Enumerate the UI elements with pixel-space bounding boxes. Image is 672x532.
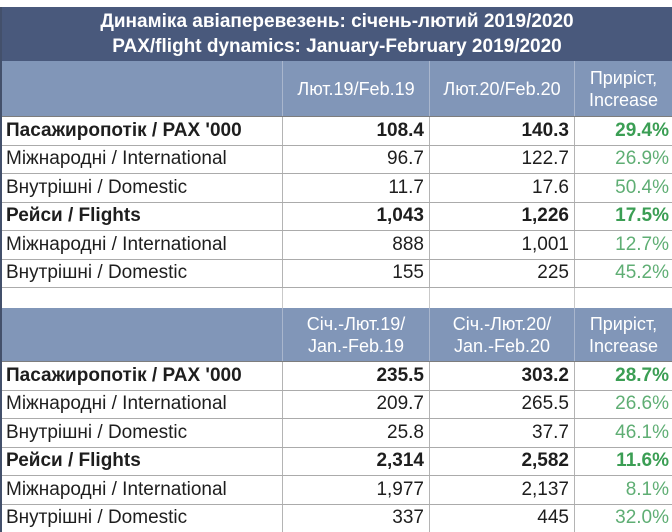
value-increase: 45.2% xyxy=(615,262,669,284)
value-curr: 225 xyxy=(430,259,575,287)
table-row-pax-international: Міжнародні / International 96.7 122.7 26… xyxy=(2,145,672,174)
row-label: Пасажиропотік / PAX '000 xyxy=(2,362,283,390)
value-increase: 28.7% xyxy=(615,364,669,386)
value-curr: 17.6 xyxy=(430,174,575,202)
row-label: Внутрішні / Domestic xyxy=(2,504,283,532)
value-prev: 108.4 xyxy=(283,117,430,145)
value-curr: 37.7 xyxy=(430,419,575,447)
table-row-flights-international: Міжнародні / International 888 1,001 12.… xyxy=(2,231,672,260)
value-prev: 235.5 xyxy=(283,362,430,390)
title-line-ukrainian: Динаміка авіаперевезень: січень-лютий 20… xyxy=(100,11,574,32)
value-curr: 2,137 xyxy=(430,476,575,504)
row-label: Внутрішні / Domestic xyxy=(2,174,283,202)
value-prev: 155 xyxy=(283,259,430,287)
value-increase: 12.7% xyxy=(615,233,669,255)
table-row-pax-total: Пасажиропотік / PAX '000 235.5 303.2 28.… xyxy=(2,362,672,391)
header-label-feb19: Лют.19/Feb.19 xyxy=(297,78,415,99)
value-increase: 50.4% xyxy=(615,176,669,198)
value-increase: 26.6% xyxy=(615,393,669,415)
row-label: Внутрішні / Domestic xyxy=(2,259,283,287)
value-curr: 2,582 xyxy=(430,447,575,475)
value-curr: 445 xyxy=(430,504,575,532)
header-label-increase-en: Increase xyxy=(588,89,659,110)
value-prev: 2,314 xyxy=(283,447,430,475)
row-label: Міжнародні / International xyxy=(2,390,283,418)
tables-gap xyxy=(2,288,672,308)
header-cell-janfeb20: Січ.-Лют.20/ Jan.-Feb.20 xyxy=(430,308,575,361)
header-label-janfeb20-uk: Січ.-Лют.20/ xyxy=(452,313,552,334)
header-cell-janfeb19: Січ.-Лют.19/ Jan.-Feb.19 xyxy=(283,308,430,361)
value-increase: 8.1% xyxy=(625,478,669,500)
header-label-janfeb20-en: Jan.-Feb.20 xyxy=(453,335,551,356)
header-cell-increase: Приріст, Increase xyxy=(575,61,672,116)
value-prev: 337 xyxy=(283,504,430,532)
value-prev: 96.7 xyxy=(283,145,430,173)
header-label-increase-uk: Приріст, xyxy=(589,313,658,334)
header-cell-empty xyxy=(2,308,283,361)
janfeb-table-header-row: Січ.-Лют.19/ Jan.-Feb.19 Січ.-Лют.20/ Ja… xyxy=(2,308,672,362)
table-row-pax-total: Пасажиропотік / PAX '000 108.4 140.3 29.… xyxy=(2,117,672,146)
title-line-english: PAX/flight dynamics: January-February 20… xyxy=(112,36,562,57)
value-increase: 29.4% xyxy=(615,119,669,141)
value-curr: 1,001 xyxy=(430,231,575,259)
row-label: Рейси / Flights xyxy=(2,447,283,475)
value-prev: 1,043 xyxy=(283,202,430,230)
gap-cell xyxy=(575,288,672,308)
row-label: Міжнародні / International xyxy=(2,476,283,504)
row-label: Міжнародні / International xyxy=(2,145,283,173)
value-prev: 25.8 xyxy=(283,419,430,447)
table-row-flights-domestic: Внутрішні / Domestic 155 225 45.2% xyxy=(2,259,672,288)
february-table-header-row: Лют.19/Feb.19 Лют.20/Feb.20 Приріст, Inc… xyxy=(2,61,672,117)
table-row-pax-domestic: Внутрішні / Domestic 25.8 37.7 46.1% xyxy=(2,419,672,448)
header-label-increase-uk: Приріст, xyxy=(589,67,658,88)
value-increase: 26.9% xyxy=(615,148,669,170)
gap-cell xyxy=(283,288,430,308)
row-label: Внутрішні / Domestic xyxy=(2,419,283,447)
value-prev: 209.7 xyxy=(283,390,430,418)
header-label-janfeb19-en: Jan.-Feb.19 xyxy=(307,335,405,356)
table-row-flights-international: Міжнародні / International 1,977 2,137 8… xyxy=(2,476,672,505)
february-table: Динаміка авіаперевезень: січень-лютий 20… xyxy=(0,7,672,532)
table-row-flights-total: Рейси / Flights 2,314 2,582 11.6% xyxy=(2,447,672,476)
value-increase: 32.0% xyxy=(615,507,669,529)
row-label: Пасажиропотік / PAX '000 xyxy=(2,117,283,145)
table-row-pax-international: Міжнародні / International 209.7 265.5 2… xyxy=(2,390,672,419)
value-prev: 1,977 xyxy=(283,476,430,504)
row-label: Рейси / Flights xyxy=(2,202,283,230)
gap-cell xyxy=(430,288,575,308)
header-cell-feb19: Лют.19/Feb.19 xyxy=(283,61,430,116)
value-curr: 140.3 xyxy=(430,117,575,145)
gap-cell xyxy=(2,288,283,308)
value-curr: 303.2 xyxy=(430,362,575,390)
value-prev: 11.7 xyxy=(283,174,430,202)
header-cell-increase: Приріст, Increase xyxy=(575,308,672,361)
header-cell-feb20: Лют.20/Feb.20 xyxy=(430,61,575,116)
table-row-flights-total: Рейси / Flights 1,043 1,226 17.5% xyxy=(2,202,672,231)
value-increase: 46.1% xyxy=(615,421,669,443)
table-row-flights-domestic: Внутрішні / Domestic 337 445 32.0% xyxy=(2,504,672,532)
value-curr: 1,226 xyxy=(430,202,575,230)
table-title-band: Динаміка авіаперевезень: січень-лютий 20… xyxy=(2,7,672,61)
table-row-pax-domestic: Внутрішні / Domestic 11.7 17.6 50.4% xyxy=(2,174,672,203)
header-label-janfeb19-uk: Січ.-Лют.19/ xyxy=(306,313,406,334)
value-increase: 11.6% xyxy=(616,450,669,472)
value-curr: 122.7 xyxy=(430,145,575,173)
value-increase: 17.5% xyxy=(615,205,669,227)
row-label: Міжнародні / International xyxy=(2,231,283,259)
header-cell-empty xyxy=(2,61,283,116)
value-prev: 888 xyxy=(283,231,430,259)
value-curr: 265.5 xyxy=(430,390,575,418)
header-label-feb20: Лют.20/Feb.20 xyxy=(443,78,561,99)
header-label-increase-en: Increase xyxy=(588,335,659,356)
